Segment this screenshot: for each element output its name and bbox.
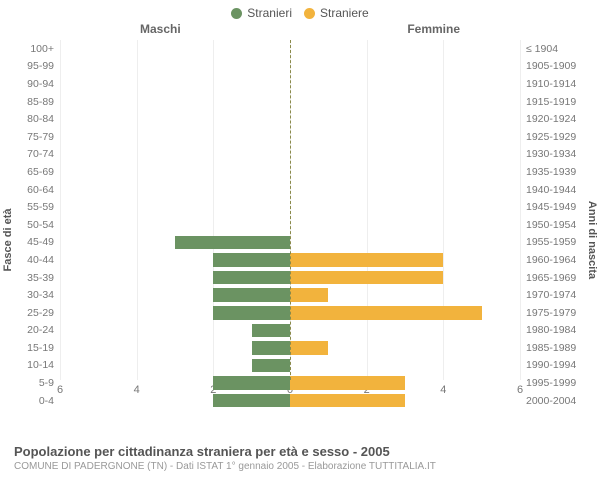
age-label: 85-89 <box>27 96 54 108</box>
age-label: 60-64 <box>27 184 54 196</box>
birth-label: 1930-1934 <box>526 148 576 160</box>
birth-label: 1965-1969 <box>526 272 576 284</box>
age-label: 10-14 <box>27 359 54 371</box>
age-label: 35-39 <box>27 272 54 284</box>
legend-item-male: Stranieri <box>231 6 292 20</box>
gridline <box>520 40 521 380</box>
bar-female <box>290 394 405 408</box>
bar-male <box>213 306 290 320</box>
bar-male <box>213 376 290 390</box>
legend-label-female: Straniere <box>320 6 369 20</box>
legend-label-male: Stranieri <box>247 6 292 20</box>
bars <box>60 394 520 408</box>
birth-label: 1995-1999 <box>526 377 576 389</box>
age-label: 90-94 <box>27 78 54 90</box>
bar-male <box>252 359 290 373</box>
chart-subtitle: COMUNE DI PADERGNONE (TN) - Dati ISTAT 1… <box>14 461 586 472</box>
bar-male <box>252 324 290 338</box>
birth-label: 1945-1949 <box>526 201 576 213</box>
birth-label: 1985-1989 <box>526 342 576 354</box>
bar-male <box>213 394 290 408</box>
header-male: Maschi <box>140 22 181 36</box>
plot-area: 6420246 100+≤ 190495-991905-190990-94191… <box>60 40 520 410</box>
age-label: 95-99 <box>27 60 54 72</box>
birth-label: 1920-1924 <box>526 113 576 125</box>
chart: Fasce di età Anni di nascita 6420246 100… <box>0 40 600 440</box>
chart-headers: Maschi Femmine <box>0 22 600 40</box>
bar-male <box>213 253 290 267</box>
age-label: 50-54 <box>27 219 54 231</box>
age-label: 55-59 <box>27 201 54 213</box>
birth-label: 1970-1974 <box>526 289 576 301</box>
age-label: 75-79 <box>27 131 54 143</box>
birth-label: 1940-1944 <box>526 184 576 196</box>
birth-label: 1910-1914 <box>526 78 576 90</box>
header-female: Femmine <box>407 22 460 36</box>
bar-female <box>290 271 443 285</box>
bar-female <box>290 376 405 390</box>
age-label: 20-24 <box>27 324 54 336</box>
age-label: 0-4 <box>39 395 54 407</box>
chart-row: 0-42000-2004 <box>60 392 520 410</box>
birth-label: 1925-1929 <box>526 131 576 143</box>
age-label: 65-69 <box>27 166 54 178</box>
birth-label: 1955-1959 <box>526 236 576 248</box>
age-label: 5-9 <box>39 377 54 389</box>
footer: Popolazione per cittadinanza straniera p… <box>0 440 600 472</box>
age-label: 30-34 <box>27 289 54 301</box>
birth-label: 1935-1939 <box>526 166 576 178</box>
bar-male <box>252 341 290 355</box>
age-label: 40-44 <box>27 254 54 266</box>
birth-label: ≤ 1904 <box>526 43 558 55</box>
birth-label: 1980-1984 <box>526 324 576 336</box>
bar-male <box>213 288 290 302</box>
age-label: 45-49 <box>27 236 54 248</box>
age-label: 80-84 <box>27 113 54 125</box>
bar-male <box>175 236 290 250</box>
age-label: 15-19 <box>27 342 54 354</box>
birth-label: 1950-1954 <box>526 219 576 231</box>
swatch-female <box>304 8 315 19</box>
birth-label: 1975-1979 <box>526 307 576 319</box>
age-label: 25-29 <box>27 307 54 319</box>
ylabel-right: Anni di nascita <box>586 201 598 279</box>
legend: Stranieri Straniere <box>0 0 600 22</box>
swatch-male <box>231 8 242 19</box>
bar-female <box>290 341 328 355</box>
bar-male <box>213 271 290 285</box>
legend-item-female: Straniere <box>304 6 369 20</box>
chart-title: Popolazione per cittadinanza straniera p… <box>14 444 586 459</box>
bar-female <box>290 253 443 267</box>
birth-label: 1960-1964 <box>526 254 576 266</box>
age-label: 100+ <box>30 43 54 55</box>
bar-female <box>290 288 328 302</box>
birth-label: 1905-1909 <box>526 60 576 72</box>
bar-female <box>290 306 482 320</box>
centerline <box>290 40 291 380</box>
ylabel-left: Fasce di età <box>2 209 14 272</box>
birth-label: 1990-1994 <box>526 359 576 371</box>
birth-label: 1915-1919 <box>526 96 576 108</box>
birth-label: 2000-2004 <box>526 395 576 407</box>
age-label: 70-74 <box>27 148 54 160</box>
